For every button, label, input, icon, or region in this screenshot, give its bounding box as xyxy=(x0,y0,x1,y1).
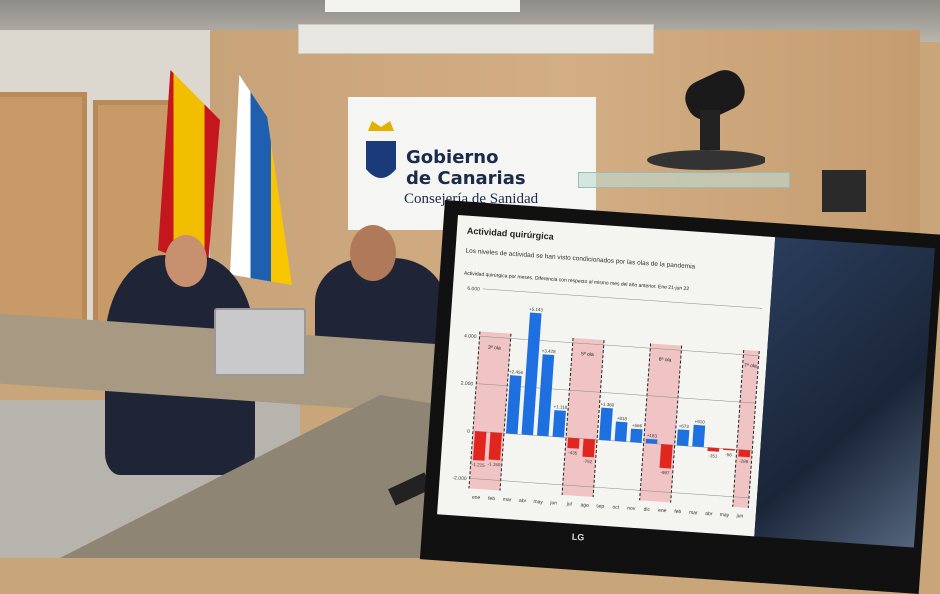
sign-line-1: Gobierno xyxy=(406,147,499,168)
x-tick-label: jun xyxy=(735,513,743,520)
speaker xyxy=(822,170,866,212)
data-label: +1.360 xyxy=(600,402,615,408)
bar-chart: 3ª ola 5ª ola 6ª ola 7ª ola -2.000 0 2.000 4.00… xyxy=(452,286,763,520)
wave-band xyxy=(562,338,605,498)
wave-divider xyxy=(592,340,605,498)
air-vent xyxy=(298,24,654,54)
person-left-head xyxy=(165,235,207,287)
wave-divider xyxy=(468,331,481,489)
lg-logo: LG xyxy=(571,531,585,543)
x-tick-label: ago xyxy=(580,502,589,509)
bar xyxy=(582,438,596,458)
gridline xyxy=(472,430,753,451)
canarias-crest-logo xyxy=(366,121,396,178)
bar xyxy=(707,447,720,452)
y-tick-label: 0 xyxy=(467,429,470,435)
bar xyxy=(567,437,580,449)
wave-label: 3ª ola xyxy=(488,345,501,352)
person-right-head xyxy=(350,225,396,281)
data-label: -997 xyxy=(660,470,670,476)
x-tick-label: may xyxy=(719,512,729,519)
data-label: -752 xyxy=(583,459,593,465)
data-label: -435 xyxy=(568,450,578,456)
bar xyxy=(692,424,706,448)
door-left xyxy=(0,92,87,332)
data-label: -289 xyxy=(739,459,749,465)
wave-divider xyxy=(732,349,745,507)
wave-divider xyxy=(499,333,512,491)
data-label: +673 xyxy=(679,423,690,429)
sign-line-2: de Canarias xyxy=(406,168,526,189)
x-tick-label: mar xyxy=(689,510,698,517)
x-tick-label: nov xyxy=(627,505,636,512)
bar xyxy=(521,312,542,436)
wave-band xyxy=(639,343,682,503)
bar xyxy=(738,449,751,458)
bar xyxy=(630,428,643,443)
data-label: +3.428 xyxy=(542,348,557,354)
x-tick-label: sep xyxy=(596,503,605,510)
wave-divider xyxy=(639,343,652,501)
presentation-slide: Actividad quirúrgica Los niveles de acti… xyxy=(437,214,776,537)
wave-band xyxy=(732,349,760,508)
bar xyxy=(472,431,487,461)
x-tick-label: abr xyxy=(705,511,713,518)
bar xyxy=(505,375,522,435)
sign-line-3: Consejería de Sanidad xyxy=(404,191,539,207)
wave-divider xyxy=(561,337,574,495)
x-tick-label: mar xyxy=(503,497,512,504)
y-tick-label: -2.000 xyxy=(452,475,467,482)
data-label: +818 xyxy=(617,416,628,422)
wave-label: 7ª ola xyxy=(744,363,757,370)
wave-divider xyxy=(670,345,683,503)
bar xyxy=(676,429,690,447)
data-label: -151 xyxy=(708,453,718,459)
bar xyxy=(537,354,555,437)
gridline xyxy=(469,478,749,499)
glass-shelf xyxy=(578,172,790,188)
wave-label: 5ª ola xyxy=(581,351,594,358)
y-tick-label: 4.000 xyxy=(464,333,477,340)
bar xyxy=(723,448,735,451)
bar xyxy=(552,410,566,438)
ptz-camera xyxy=(647,70,765,170)
wave-divider xyxy=(747,351,760,508)
bar xyxy=(659,444,673,469)
data-label: +566 xyxy=(632,423,643,429)
x-tick-label: abr xyxy=(519,498,527,505)
data-label: +5.143 xyxy=(529,306,544,312)
slide-title: Actividad quirúrgica xyxy=(466,225,555,242)
gridline xyxy=(479,335,759,357)
bar xyxy=(614,421,628,442)
data-label: +1.118 xyxy=(553,404,567,410)
x-tick-label: jun xyxy=(549,500,557,507)
x-tick-label: jul xyxy=(565,501,571,507)
x-tick-label: may xyxy=(533,499,543,506)
bar xyxy=(645,438,658,444)
data-label: -56 xyxy=(725,452,732,457)
laptop xyxy=(214,308,306,376)
y-tick-label: 6.000 xyxy=(467,286,480,293)
y-tick-label: 2.000 xyxy=(461,381,474,388)
bar xyxy=(488,432,502,461)
ceiling-light xyxy=(325,0,520,12)
surgery-video-feed xyxy=(754,237,935,548)
x-tick-label: feb xyxy=(488,496,496,502)
x-tick-label: ene xyxy=(658,508,667,515)
x-tick-label: feb xyxy=(674,509,682,515)
data-label: -1.215 xyxy=(472,462,486,468)
data-label: -1.150 xyxy=(487,461,501,467)
data-label: +183 xyxy=(647,433,658,439)
gridline xyxy=(482,288,763,309)
x-tick-label: ene xyxy=(472,495,481,502)
gridline xyxy=(476,383,756,404)
data-label: +910 xyxy=(694,419,705,425)
x-tick-label: dic xyxy=(643,507,650,513)
data-label: +2.456 xyxy=(509,369,524,375)
monitor: Actividad quirúrgica Los niveles de acti… xyxy=(419,200,940,594)
slide-subtitle: Los niveles de actividad se han visto co… xyxy=(465,247,696,271)
bar xyxy=(599,407,613,441)
wave-label: 6ª ola xyxy=(658,357,671,364)
x-tick-label: oct xyxy=(612,504,620,510)
